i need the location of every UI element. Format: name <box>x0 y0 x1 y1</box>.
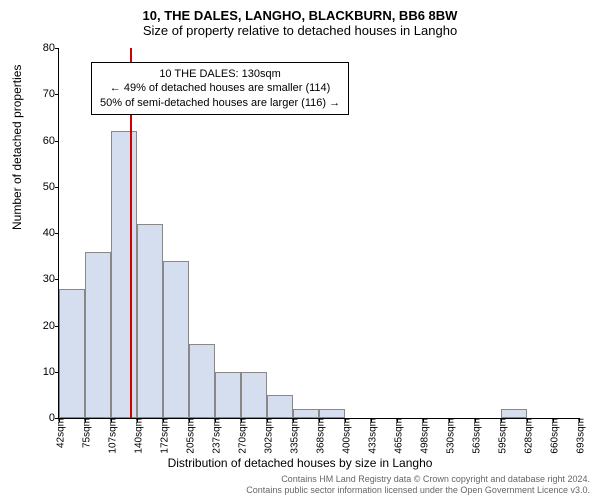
x-tick-mark <box>371 418 372 422</box>
y-tick-mark <box>55 48 59 49</box>
x-tick-mark <box>319 418 320 422</box>
x-tick-label: 172sqm <box>156 418 171 454</box>
annotation-line-2: ← 49% of detached houses are smaller (11… <box>100 81 340 95</box>
x-tick-label: 205sqm <box>182 418 197 454</box>
x-tick-mark <box>293 418 294 422</box>
y-axis-label: Number of detached properties <box>10 65 24 230</box>
histogram-bar <box>85 252 111 419</box>
x-tick-label: 140sqm <box>130 418 145 454</box>
x-tick-label: 368sqm <box>312 418 327 454</box>
x-tick-label: 107sqm <box>104 418 119 454</box>
x-tick-label: 270sqm <box>234 418 249 454</box>
histogram-bar <box>163 261 189 418</box>
x-tick-mark <box>449 418 450 422</box>
x-tick-mark <box>137 418 138 422</box>
histogram-bar <box>501 409 527 418</box>
x-tick-mark <box>189 418 190 422</box>
x-tick-label: 237sqm <box>208 418 223 454</box>
title-main: 10, THE DALES, LANGHO, BLACKBURN, BB6 8B… <box>0 0 600 23</box>
y-tick-mark <box>55 233 59 234</box>
x-tick-mark <box>267 418 268 422</box>
x-tick-mark <box>397 418 398 422</box>
chart-plot-area: 0102030405060708042sqm75sqm107sqm140sqm1… <box>58 48 579 419</box>
x-tick-mark <box>579 418 580 422</box>
x-tick-label: 433sqm <box>364 418 379 454</box>
histogram-bar <box>319 409 345 418</box>
histogram-bar <box>241 372 267 418</box>
footer-attribution: Contains HM Land Registry data © Crown c… <box>246 474 590 496</box>
y-tick-mark <box>55 94 59 95</box>
x-tick-mark <box>501 418 502 422</box>
x-tick-mark <box>59 418 60 422</box>
annotation-box: 10 THE DALES: 130sqm← 49% of detached ho… <box>91 62 349 115</box>
footer-line-2: Contains public sector information licen… <box>246 485 590 496</box>
histogram-bar <box>215 372 241 418</box>
x-tick-label: 530sqm <box>442 418 457 454</box>
y-tick-mark <box>55 187 59 188</box>
x-tick-mark <box>85 418 86 422</box>
histogram-bar <box>267 395 293 418</box>
x-tick-label: 42sqm <box>52 418 67 448</box>
footer-line-1: Contains HM Land Registry data © Crown c… <box>246 474 590 485</box>
x-tick-label: 498sqm <box>416 418 431 454</box>
histogram-bar <box>59 289 85 419</box>
x-tick-mark <box>241 418 242 422</box>
y-tick-mark <box>55 141 59 142</box>
x-tick-mark <box>423 418 424 422</box>
histogram-bar <box>293 409 319 418</box>
title-sub: Size of property relative to detached ho… <box>0 23 600 42</box>
x-tick-label: 75sqm <box>78 418 93 448</box>
x-tick-mark <box>345 418 346 422</box>
x-tick-label: 660sqm <box>546 418 561 454</box>
annotation-line-3: 50% of semi-detached houses are larger (… <box>100 96 340 110</box>
x-tick-label: 693sqm <box>572 418 587 454</box>
x-tick-mark <box>553 418 554 422</box>
x-tick-mark <box>527 418 528 422</box>
histogram-bar <box>137 224 163 418</box>
x-tick-mark <box>215 418 216 422</box>
x-tick-mark <box>111 418 112 422</box>
x-tick-mark <box>475 418 476 422</box>
y-tick-mark <box>55 279 59 280</box>
x-tick-label: 400sqm <box>338 418 353 454</box>
x-tick-label: 302sqm <box>260 418 275 454</box>
x-tick-label: 335sqm <box>286 418 301 454</box>
x-tick-label: 465sqm <box>390 418 405 454</box>
histogram-bar <box>111 131 137 418</box>
annotation-line-1: 10 THE DALES: 130sqm <box>100 67 340 81</box>
x-tick-label: 595sqm <box>494 418 509 454</box>
histogram-bar <box>189 344 215 418</box>
x-axis-label: Distribution of detached houses by size … <box>0 456 600 470</box>
x-tick-mark <box>163 418 164 422</box>
x-tick-label: 563sqm <box>468 418 483 454</box>
x-tick-label: 628sqm <box>520 418 535 454</box>
